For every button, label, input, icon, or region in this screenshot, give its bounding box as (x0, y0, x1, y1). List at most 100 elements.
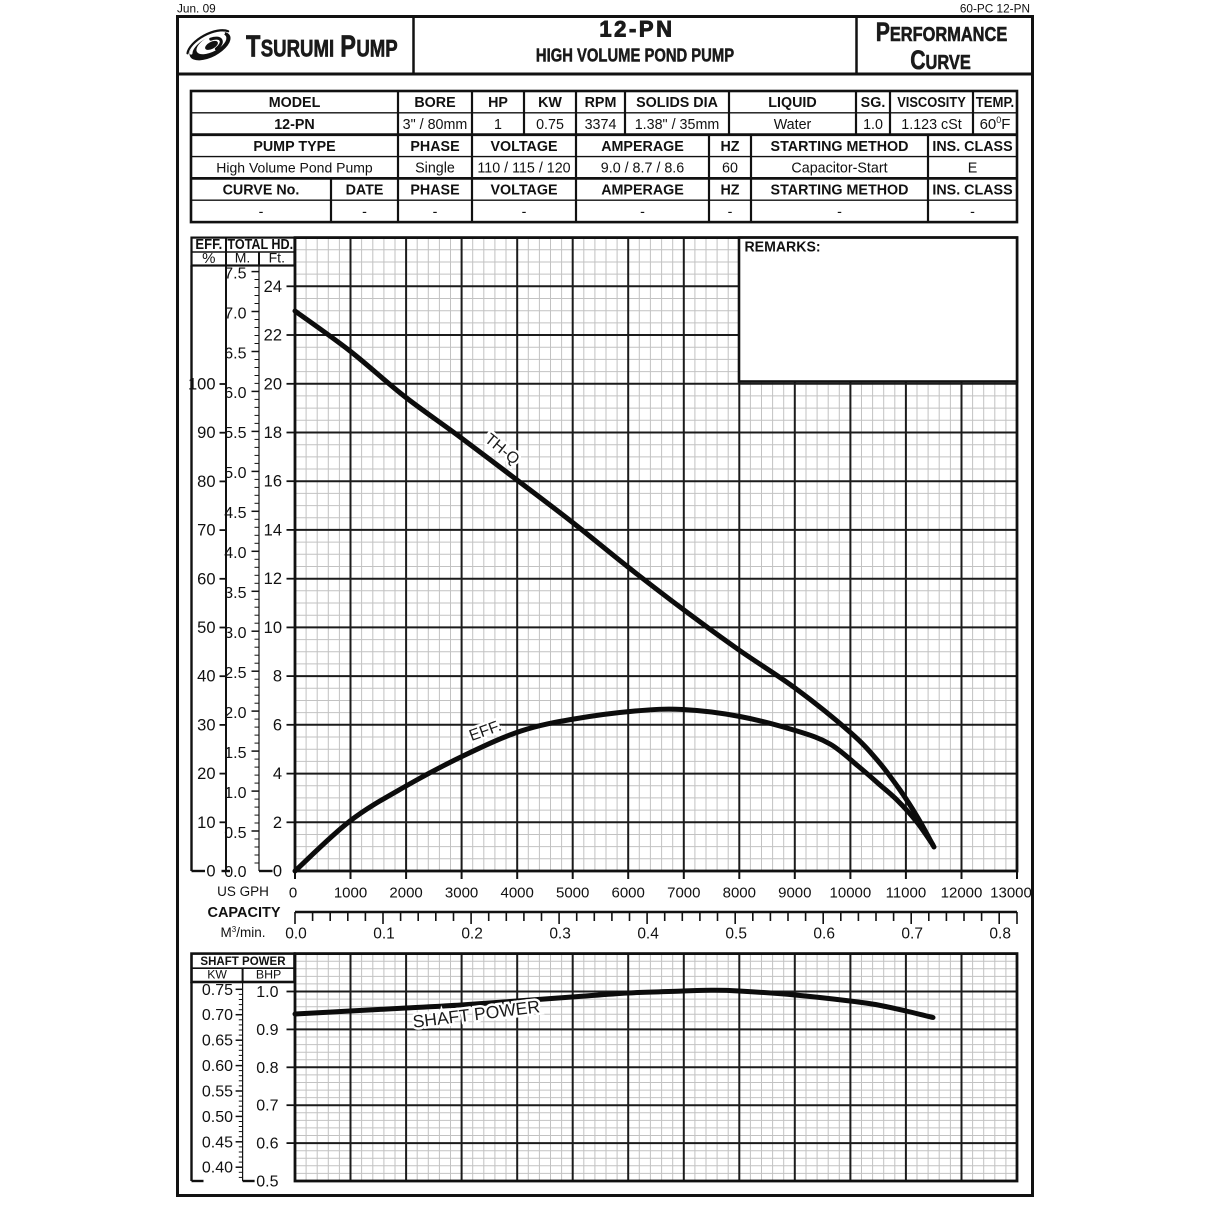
svg-text:SHAFT POWER: SHAFT POWER (200, 953, 286, 967)
svg-text:CURVE: CURVE (910, 46, 971, 76)
svg-text:0.7: 0.7 (256, 1098, 278, 1115)
svg-text:1.0: 1.0 (256, 984, 278, 1001)
svg-text:12-PN: 12-PN (274, 117, 315, 133)
svg-text:60: 60 (722, 161, 738, 177)
svg-text:12000: 12000 (941, 885, 983, 902)
svg-text:0.40: 0.40 (202, 1160, 233, 1177)
svg-text:0.6: 0.6 (256, 1136, 278, 1153)
svg-text:0.8: 0.8 (256, 1060, 278, 1077)
svg-text:2.0: 2.0 (224, 705, 246, 722)
svg-text:E: E (968, 161, 978, 177)
svg-text:4.5: 4.5 (224, 505, 246, 522)
svg-text:30: 30 (197, 716, 215, 734)
svg-text:0.55: 0.55 (202, 1084, 233, 1101)
svg-text:HZ: HZ (720, 139, 739, 155)
svg-text:1.0: 1.0 (863, 117, 883, 133)
svg-text:20: 20 (197, 765, 215, 783)
svg-text:HZ: HZ (720, 183, 739, 199)
svg-text:1.38" / 35mm: 1.38" / 35mm (635, 117, 720, 133)
svg-text:2.5: 2.5 (224, 665, 246, 682)
svg-text:BHP: BHP (256, 968, 281, 982)
svg-text:600F: 600F (980, 115, 1011, 133)
svg-text:Water: Water (774, 117, 812, 133)
svg-text:MODEL: MODEL (269, 95, 321, 111)
svg-text:0.9: 0.9 (256, 1022, 278, 1039)
svg-text:12: 12 (264, 570, 282, 588)
svg-text:VISCOSITY: VISCOSITY (897, 94, 966, 110)
svg-text:22: 22 (264, 327, 282, 345)
svg-text:BORE: BORE (414, 95, 455, 111)
svg-text:13000: 13000 (990, 885, 1032, 902)
svg-text:7.5: 7.5 (224, 265, 246, 282)
svg-text:6: 6 (273, 716, 282, 734)
svg-text:0.0: 0.0 (285, 926, 307, 943)
svg-text:PHASE: PHASE (410, 139, 459, 155)
svg-text:EFF.: EFF. (195, 235, 222, 252)
svg-text:1000: 1000 (334, 885, 367, 902)
svg-text:7.0: 7.0 (224, 305, 246, 322)
svg-text:0.5: 0.5 (256, 1174, 278, 1191)
svg-text:10: 10 (264, 619, 282, 637)
svg-text:HIGH VOLUME POND PUMP: HIGH VOLUME POND PUMP (536, 45, 734, 66)
svg-text:5000: 5000 (556, 885, 589, 902)
svg-text:10: 10 (197, 814, 215, 832)
svg-text:11000: 11000 (886, 885, 927, 902)
svg-text:7000: 7000 (667, 885, 700, 902)
svg-text:-: - (522, 204, 527, 220)
svg-text:90: 90 (197, 424, 215, 442)
svg-text:0.2: 0.2 (461, 926, 483, 943)
svg-text:9000: 9000 (778, 885, 811, 902)
svg-text:0.0: 0.0 (224, 864, 246, 881)
svg-text:3" / 80mm: 3" / 80mm (403, 117, 468, 133)
svg-text:0.8: 0.8 (989, 926, 1011, 943)
svg-text:0.5: 0.5 (224, 825, 246, 842)
svg-text:CAPACITY: CAPACITY (207, 905, 280, 921)
svg-text:1: 1 (494, 117, 502, 133)
svg-text:Single: Single (415, 161, 455, 177)
svg-text:-: - (970, 204, 975, 220)
svg-text:9.0 / 8.7 / 8.6: 9.0 / 8.7 / 8.6 (601, 161, 685, 177)
svg-text:16: 16 (264, 473, 282, 491)
svg-text:3374: 3374 (585, 117, 617, 133)
svg-text:0.3: 0.3 (549, 926, 571, 943)
svg-text:-: - (259, 204, 264, 220)
svg-text:60-PC 12-PN: 60-PC 12-PN (960, 2, 1030, 16)
svg-text:0.70: 0.70 (202, 1007, 233, 1024)
svg-text:INS. CLASS: INS. CLASS (932, 183, 1012, 199)
svg-text:3000: 3000 (445, 885, 478, 902)
svg-text:6.0: 6.0 (224, 385, 246, 402)
svg-text:M.: M. (235, 250, 251, 266)
svg-text:6.5: 6.5 (224, 345, 246, 362)
svg-text:0.60: 0.60 (202, 1058, 233, 1075)
svg-text:-: - (362, 204, 367, 220)
svg-text:-: - (837, 204, 842, 220)
svg-text:5.0: 5.0 (224, 465, 246, 482)
svg-text:0.45: 0.45 (202, 1134, 233, 1151)
svg-text:0: 0 (289, 885, 297, 902)
svg-text:INS. CLASS: INS. CLASS (932, 139, 1012, 155)
svg-text:1.123 cSt: 1.123 cSt (901, 117, 961, 133)
svg-text:%: % (202, 250, 215, 267)
svg-text:18: 18 (264, 424, 282, 442)
svg-text:High Volume Pond Pump: High Volume Pond Pump (216, 160, 373, 176)
svg-text:REMARKS:: REMARKS: (745, 239, 821, 256)
svg-text:1.0: 1.0 (224, 785, 246, 802)
svg-text:RPM: RPM (585, 95, 617, 111)
svg-text:6000: 6000 (612, 885, 645, 902)
svg-text:0.65: 0.65 (202, 1033, 233, 1050)
svg-text:SG.: SG. (861, 95, 886, 111)
svg-text:4: 4 (273, 765, 282, 783)
svg-text:0.75: 0.75 (536, 117, 564, 133)
svg-text:60: 60 (197, 570, 215, 588)
svg-text:2: 2 (273, 814, 282, 832)
svg-text:0.4: 0.4 (637, 926, 659, 943)
svg-text:0.7: 0.7 (901, 926, 923, 943)
svg-text:10000: 10000 (830, 885, 872, 902)
svg-text:TOTAL HD.: TOTAL HD. (227, 235, 293, 252)
svg-text:50: 50 (197, 619, 215, 637)
svg-text:KW: KW (538, 95, 562, 111)
svg-text:M3/min.: M3/min. (221, 925, 266, 940)
svg-text:-: - (640, 204, 645, 220)
svg-text:20: 20 (264, 375, 282, 393)
